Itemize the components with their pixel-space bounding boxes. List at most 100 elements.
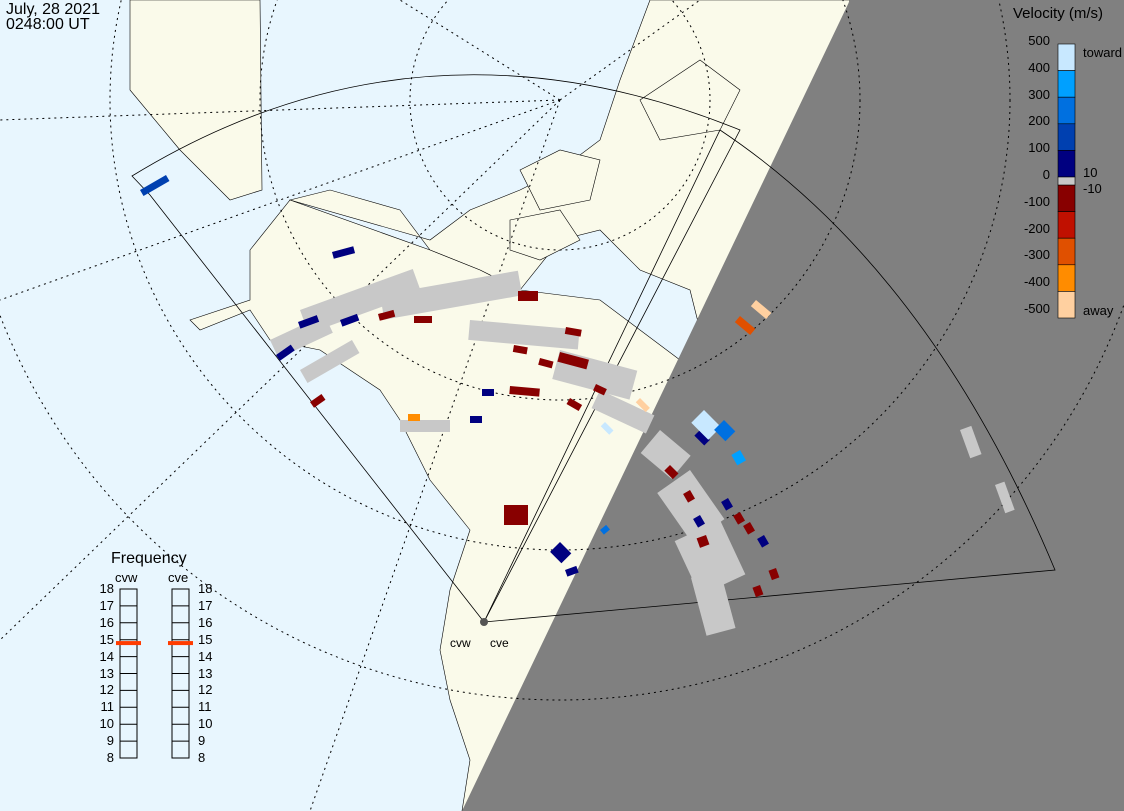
- frequency-title: Frequency: [111, 550, 187, 567]
- velocity-cell: [664, 465, 679, 480]
- velocity-colorbar: [1057, 43, 1076, 319]
- fov-cvw: [131, 74, 741, 623]
- colorbar-segment: [1057, 150, 1076, 178]
- velocity-cell: [408, 414, 420, 421]
- ground-scatter-cell: [300, 340, 360, 383]
- velocity-cell: [504, 505, 528, 525]
- velocity-cell: [564, 565, 579, 577]
- frequency-tick: 9: [106, 733, 114, 749]
- colorbar-ground-scatter: [1057, 176, 1076, 186]
- land-siberia: [129, 0, 263, 201]
- frequency-tick: 11: [100, 699, 115, 715]
- velocity-cell: [752, 585, 764, 598]
- radar-label-cvw: cvw: [450, 636, 471, 650]
- radar-name-cve: cve: [168, 570, 189, 585]
- velocity-tick: -100: [1023, 193, 1050, 209]
- frequency-tick: 18: [99, 581, 114, 596]
- ground-scatter-cell: [380, 270, 523, 320]
- frequency-tick: 12: [99, 682, 114, 698]
- ground-scatter-cell: [591, 390, 655, 434]
- velocity-tick: -500: [1023, 301, 1050, 316]
- frequency-marker: [116, 641, 141, 646]
- velocity-cell: [694, 429, 710, 446]
- velocity-cell: [721, 497, 734, 511]
- velocity-cell: [743, 522, 756, 535]
- time-label: 0248:00 UT: [6, 16, 90, 33]
- frequency-panel: [116, 588, 193, 759]
- velocity-cell: [564, 327, 582, 337]
- colorbar-segment: [1057, 184, 1076, 212]
- frequency-tick: 10: [99, 716, 114, 732]
- frequency-tick: 11: [198, 699, 212, 715]
- velocity-cell: [731, 450, 746, 466]
- velocity-cell: [714, 420, 736, 442]
- velocity-cell: [635, 398, 650, 413]
- velocity-cell: [691, 410, 721, 440]
- frequency-tick: 14: [198, 648, 213, 664]
- velocity-cell: [733, 511, 746, 525]
- velocity-tick: 500: [1028, 33, 1050, 48]
- velocity-cell: [768, 568, 780, 581]
- land-island: [519, 149, 601, 211]
- velocity-tick: -400: [1023, 274, 1050, 290]
- velocity-tick: 100: [1028, 140, 1050, 156]
- colorbar-segment: [1057, 291, 1076, 319]
- ground-scatter-cell: [300, 268, 422, 334]
- ground-scatter-cell: [400, 420, 450, 432]
- velocity-cell: [593, 384, 607, 396]
- radar-label-cve: cve: [490, 636, 509, 650]
- fov-cve: [483, 129, 1056, 623]
- velocity-cell: [276, 344, 295, 361]
- velocity-tick: -200: [1023, 220, 1050, 236]
- frequency-tick: 18: [198, 581, 213, 596]
- ground-scatter-cell: [640, 430, 691, 479]
- velocity-cell: [298, 315, 320, 329]
- velocity-legend-title: Velocity (m/s): [1013, 5, 1104, 22]
- frequency-marker: [168, 641, 193, 646]
- velocity-cell: [378, 309, 396, 321]
- velocity-tick: 400: [1028, 59, 1050, 75]
- colorbar-segment: [1057, 123, 1076, 151]
- velocity-tick: 200: [1028, 113, 1050, 129]
- velocity-cell: [696, 534, 710, 548]
- timestamp: July, 28 2021 0248:00 UT: [6, 2, 100, 33]
- velocity-tick: 300: [1028, 86, 1050, 102]
- velocity-cell: [600, 524, 610, 535]
- frequency-tick: 17: [99, 597, 114, 613]
- ground-scatter-cell: [691, 570, 736, 636]
- velocity-cell: [566, 398, 583, 412]
- frequency-tick: 16: [99, 614, 114, 630]
- frequency-tick: 14: [99, 648, 114, 664]
- frequency-tick: 13: [198, 665, 213, 681]
- colorbar-segment: [1057, 96, 1076, 125]
- pos-threshold-label: 10: [1083, 165, 1098, 180]
- frequency-tick: 15: [198, 631, 213, 647]
- velocity-cell: [550, 542, 572, 564]
- velocity-cell: [512, 345, 528, 355]
- velocity-cell: [734, 315, 756, 335]
- velocity-cell: [518, 291, 538, 301]
- velocity-cell: [414, 316, 432, 323]
- frequency-tick: 12: [198, 682, 213, 698]
- velocity-cell: [310, 393, 326, 408]
- toward-label: toward: [1083, 45, 1123, 60]
- velocity-cell: [557, 352, 589, 370]
- velocity-cell: [470, 416, 482, 423]
- velocity-cell: [757, 534, 770, 548]
- radar-site-marker: [480, 618, 488, 626]
- frequency-tick: 13: [99, 665, 114, 681]
- velocity-cell: [683, 490, 695, 503]
- frequency-tick: 9: [198, 733, 206, 749]
- velocity-cell: [340, 313, 360, 327]
- velocity-cell: [538, 358, 554, 369]
- frequency-tick: 16: [198, 614, 213, 630]
- neg-threshold-label: -10: [1083, 181, 1102, 196]
- ground-scatter-cell: [674, 520, 746, 596]
- ground-scatter-cell: [468, 319, 580, 350]
- colorbar-segment: [1057, 43, 1076, 71]
- velocity-tick: 0: [1042, 167, 1050, 182]
- colorbar-segment: [1057, 70, 1076, 98]
- ground-scatter-cell: [657, 470, 725, 543]
- velocity-cell: [331, 246, 356, 259]
